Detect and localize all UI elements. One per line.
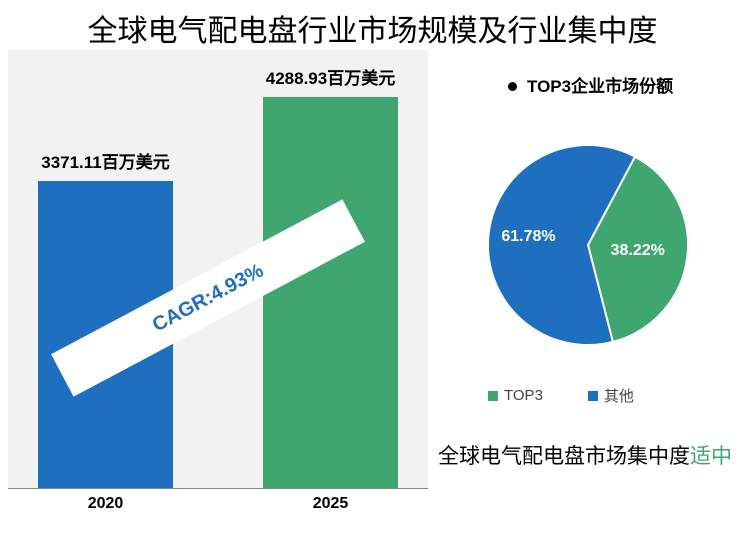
legend-item-other: 其他 xyxy=(588,385,634,406)
page-title: 全球电气配电盘行业市场规模及行业集中度 xyxy=(0,0,745,50)
legend-label-other: 其他 xyxy=(604,385,634,406)
x-axis: 2020 2025 xyxy=(8,488,428,520)
content-row: 3371.11百万美元 4288.93百万美元 CAGR:4.93% 2020 … xyxy=(0,50,745,537)
pie-legend: TOP3 其他 xyxy=(488,385,634,406)
bar-2025 xyxy=(263,97,398,488)
pie-footer-prefix: 全球电气配电盘市场集中度 xyxy=(438,444,690,468)
pie-footer-highlight: 适中 xyxy=(690,444,732,468)
legend-label-top3: TOP3 xyxy=(504,387,543,404)
pie-chart: TOP3企业市场份额 38.22% 61.78% TOP3 其他 全球电气配电盘… xyxy=(438,50,738,537)
bar-label-2025: 4288.93百万美元 xyxy=(231,64,431,89)
legend-item-top3: TOP3 xyxy=(488,385,543,406)
pie-slice-label-top3: 38.22% xyxy=(611,242,665,260)
x-tick-2025: 2025 xyxy=(263,495,398,513)
pie-footer: 全球电气配电盘市场集中度适中 xyxy=(438,440,732,470)
pie-slice-label-other: 61.78% xyxy=(501,228,555,246)
bar-label-2020: 3371.11百万美元 xyxy=(6,148,206,173)
bar-plot-area: 3371.11百万美元 4288.93百万美元 CAGR:4.93% xyxy=(8,78,428,488)
x-tick-2020: 2020 xyxy=(38,495,173,513)
legend-swatch-other xyxy=(588,391,598,401)
pie-wrap: 38.22% 61.78% xyxy=(478,135,698,355)
legend-swatch-top3 xyxy=(488,391,498,401)
bar-chart: 3371.11百万美元 4288.93百万美元 CAGR:4.93% 2020 … xyxy=(8,50,428,520)
pie-title: TOP3企业市场份额 xyxy=(508,72,673,97)
